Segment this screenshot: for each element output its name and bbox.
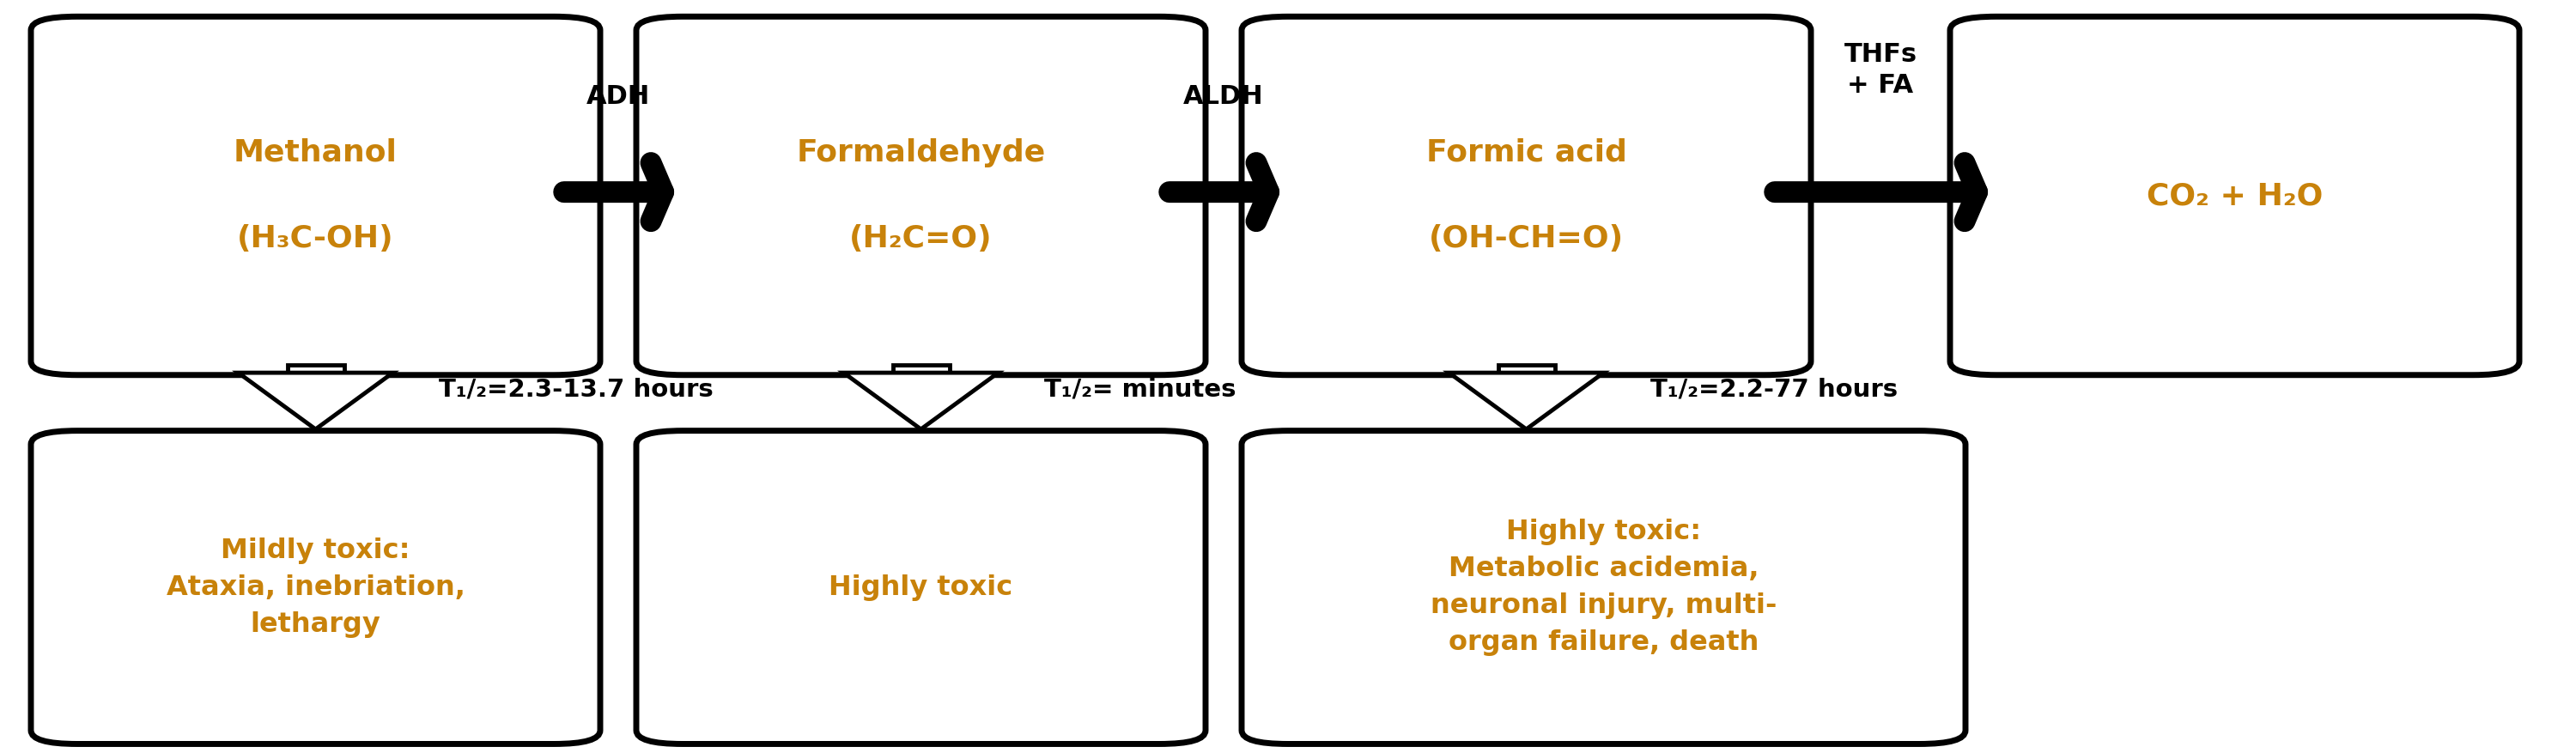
FancyBboxPatch shape <box>1950 17 2519 375</box>
Text: Mildly toxic:
Ataxia, inebriation,
lethargy: Mildly toxic: Ataxia, inebriation, letha… <box>167 537 464 638</box>
Text: ADH: ADH <box>587 84 649 109</box>
Text: Formic acid

(OH-CH=O): Formic acid (OH-CH=O) <box>1427 138 1625 254</box>
FancyBboxPatch shape <box>1242 17 1811 375</box>
Polygon shape <box>1448 373 1602 429</box>
Bar <box>891 365 948 373</box>
FancyBboxPatch shape <box>1242 431 1965 744</box>
Text: ALDH: ALDH <box>1182 84 1265 109</box>
FancyBboxPatch shape <box>636 17 1206 375</box>
Polygon shape <box>845 373 997 429</box>
Text: Formaldehyde

(H₂C=O): Formaldehyde (H₂C=O) <box>796 138 1046 254</box>
FancyBboxPatch shape <box>636 431 1206 744</box>
Text: Highly toxic: Highly toxic <box>829 574 1012 601</box>
Text: THFs
+ FA: THFs + FA <box>1844 42 1917 98</box>
Text: Highly toxic:
Metabolic acidemia,
neuronal injury, multi-
organ failure, death: Highly toxic: Metabolic acidemia, neuron… <box>1430 519 1777 656</box>
Text: CO₂ + H₂O: CO₂ + H₂O <box>2146 181 2324 210</box>
Text: T₁/₂= minutes: T₁/₂= minutes <box>1046 378 1236 401</box>
Text: Methanol

(H₃C-OH): Methanol (H₃C-OH) <box>234 138 397 254</box>
Bar <box>1499 365 1553 373</box>
Text: T₁/₂=2.3-13.7 hours: T₁/₂=2.3-13.7 hours <box>438 378 714 401</box>
FancyBboxPatch shape <box>31 431 600 744</box>
Bar <box>289 365 345 373</box>
Text: T₁/₂=2.2-77 hours: T₁/₂=2.2-77 hours <box>1651 378 1899 401</box>
FancyBboxPatch shape <box>31 17 600 375</box>
Polygon shape <box>237 373 392 429</box>
